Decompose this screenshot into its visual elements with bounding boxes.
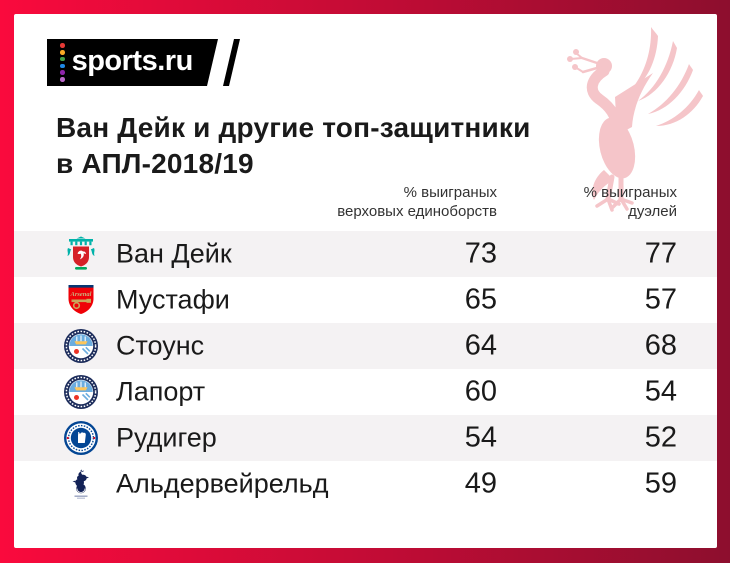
player-name: Мустафи (116, 284, 230, 315)
duels-value: 54 (644, 375, 677, 408)
player-name: Лапорт (116, 376, 206, 407)
man-city-crest-icon (63, 328, 99, 364)
table-row: Стоунс 64 68 (14, 323, 717, 369)
aerials-value: 65 (464, 283, 497, 316)
duels-value: 52 (644, 421, 677, 454)
page-title-line2: в АПЛ-2018/19 (56, 148, 254, 179)
liverpool-liver-bird-icon (555, 27, 705, 237)
duels-value: 68 (644, 329, 677, 362)
sportsru-logo-banner: sports.ru (47, 39, 218, 86)
man-city-crest-icon (63, 374, 99, 410)
page-title-line1: Ван Дейк и другие топ-защитники (56, 112, 531, 143)
duels-value: 77 (644, 237, 677, 270)
player-name: Альдервейрельд (116, 468, 329, 499)
column-header-duels: % выиграных дуэлей (584, 183, 677, 221)
aerials-value: 60 (464, 375, 497, 408)
liverpool-crest-icon (63, 236, 99, 272)
column-header-aerials-line2: верховых единоборств (337, 203, 497, 220)
column-header-duels-line1: % выиграных (583, 184, 677, 201)
column-header-aerials-line1: % выиграных (403, 184, 497, 201)
column-header-duels-line2: дуэлей (628, 203, 677, 220)
player-name: Стоунс (116, 330, 205, 361)
aerials-value: 54 (464, 421, 497, 454)
aerials-value: 64 (464, 329, 497, 362)
player-name: Ван Дейк (116, 238, 232, 269)
table-row: Альдервейрельд 49 59 (14, 461, 717, 507)
arsenal-crest-icon: Arsenal (63, 282, 99, 318)
infographic-canvas: sports.ru Ван Дейк и другие топ-защитник… (14, 14, 717, 548)
sportsru-dots-icon (60, 43, 65, 82)
table-row: Ван Дейк 73 77 (14, 231, 717, 277)
aerials-value: 73 (464, 237, 497, 270)
page-title: Ван Дейк и другие топ-защитники в АПЛ-20… (56, 110, 531, 182)
sportsru-logo: sports.ru (47, 39, 247, 86)
chelsea-crest-icon (63, 420, 99, 456)
tottenham-crest-icon (63, 466, 99, 502)
player-name: Рудигер (116, 422, 217, 453)
table-row: Лапорт 60 54 (14, 369, 717, 415)
column-header-aerials: % выиграных верховых единоборств (337, 183, 497, 221)
table-row: Arsenal Мустафи 65 57 (14, 277, 717, 323)
svg-text:Arsenal: Arsenal (70, 291, 92, 298)
duels-value: 59 (644, 467, 677, 500)
table-row: Рудигер 54 52 (14, 415, 717, 461)
sportsru-logo-text: sports.ru (71, 44, 193, 77)
aerials-value: 49 (464, 467, 497, 500)
sportsru-logo-sliver (223, 39, 240, 86)
duels-value: 57 (644, 283, 677, 316)
defenders-table: Ван Дейк 73 77 Arsenal Мустафи (14, 231, 717, 507)
